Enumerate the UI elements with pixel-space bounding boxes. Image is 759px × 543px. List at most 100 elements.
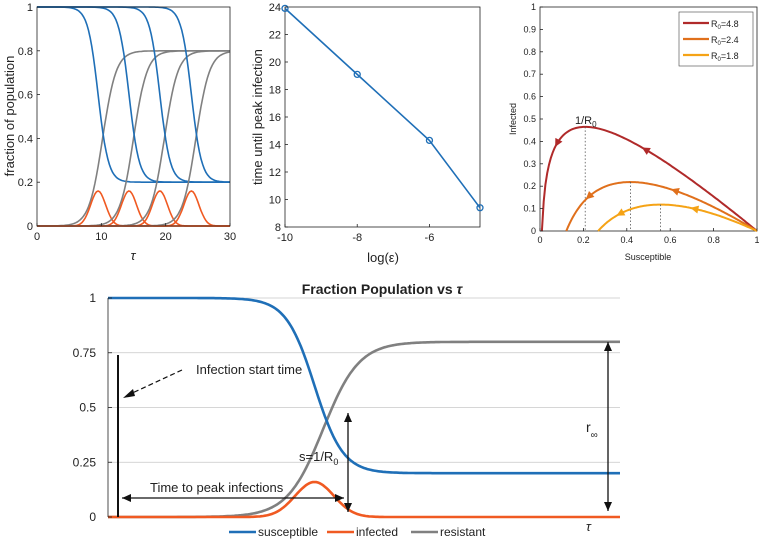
annotation-infection-start: Infection start time	[196, 362, 302, 377]
p2-ylabel: time until peak infection	[250, 49, 265, 185]
p2-xtick-label: -8	[352, 232, 362, 244]
start-time-pointer-head	[123, 389, 135, 398]
p3-ytick-label: 0.4	[523, 136, 536, 146]
p3-ticks: 0 0.2 0.4 0.6 0.8 1 0 0.1 0.2 0.3 0.4 0.5 0.6 0.7 0.8 0…	[523, 2, 759, 245]
p3-arrow-left-1	[585, 191, 595, 200]
p2-data-point-3	[476, 204, 484, 212]
p3-xtick-label: 0.2	[577, 235, 590, 245]
p3-plot	[540, 125, 758, 232]
p1-ticks: 0 10 20 30 0 0.2 0.4 0.6 0.8 1	[18, 2, 236, 243]
p2-plot	[281, 4, 484, 212]
p2-ytick-label: 20	[269, 57, 281, 69]
p2-ytick-label: 10	[269, 195, 281, 207]
threshold-arrow-bottom-head	[344, 503, 352, 512]
p3-ytick-label: 0.3	[523, 159, 536, 169]
panel-phase-plane: 0 0.2 0.4 0.6 0.8 1 0 0.1 0.2 0.3 0.4 0.5 0.6 0.7 0.8 0…	[508, 2, 759, 262]
p1-susceptible-line-3	[37, 6, 230, 183]
p3-ytick-label: 0.7	[523, 69, 536, 79]
r-inf-arrow-bottom-head	[604, 502, 612, 511]
p4-ticks: 0 0.25 0.5 0.75 1	[73, 291, 112, 524]
p1-ytick-label: 0	[27, 221, 33, 233]
legend-label-r0-mid: R0=2.4	[711, 35, 739, 47]
p1-ytick-label: 0.8	[18, 46, 33, 58]
p3-arrow-right-2	[690, 205, 700, 214]
p1-xtick-label: 0	[34, 231, 40, 243]
r-inf-arrow-top-head	[604, 342, 612, 351]
start-time-pointer	[127, 369, 183, 396]
p3-xtick-label: 0.8	[707, 235, 720, 245]
p2-axes-box	[284, 6, 481, 228]
time-to-peak-arrow-right-head	[335, 494, 344, 502]
p3-trajectory-1	[565, 180, 758, 232]
p3-arrow-left-0	[555, 137, 563, 147]
annotation-s-threshold: s=1/R0	[299, 449, 338, 467]
p3-xtick-label: 0.6	[664, 235, 677, 245]
p4-ytick-label: 0.25	[73, 455, 97, 469]
annotation-time-to-peak: Time to peak infections	[150, 480, 284, 495]
p3-ytick-label: 0.6	[523, 92, 536, 102]
p3-arrow-right-0	[641, 147, 651, 155]
p3-ylabel: Infected	[508, 103, 518, 135]
p4-title: Fraction Population vs τ	[302, 281, 464, 297]
p2-data-point-1	[353, 70, 361, 79]
p1-ylabel: fraction of population	[2, 56, 17, 177]
p4-ytick-label: 1	[89, 291, 96, 305]
annotation-r-inf: r∞	[586, 419, 598, 441]
p3-ytick-label: 0.1	[523, 204, 536, 214]
panel-fraction-small: 0 10 20 30 0 0.2 0.4 0.6 0.8 1 τ fraction of popu…	[2, 2, 236, 263]
p3-legend: R0=4.8 R0=2.4 R0=1.8	[678, 11, 754, 67]
p4-curves	[108, 296, 620, 519]
p3-ytick-label: 0.5	[523, 114, 536, 124]
p3-ytick-label: 0.8	[523, 47, 536, 57]
panel-fraction-main: Fraction Population vs τ 0 0.25 0.5 0.75 1 I…	[73, 281, 620, 539]
p2-ytick-label: 24	[269, 2, 281, 14]
p2-ticks: -10 -8 -6 8 10 12 14 16 18 20 22 24	[269, 2, 435, 244]
p4-legend: susceptible infected resistant	[229, 525, 486, 539]
p2-ytick-label: 8	[275, 222, 281, 234]
time-to-peak-arrow-left-head	[122, 494, 131, 502]
legend-label-resistant: resistant	[440, 525, 486, 539]
p1-ytick-label: 0.4	[18, 133, 33, 145]
p1-xtick-label: 30	[224, 231, 236, 243]
p1-xtick-label: 20	[160, 231, 172, 243]
p2-ytick-label: 14	[269, 140, 281, 152]
p2-ytick-label: 12	[269, 167, 281, 179]
p3-ytick-label: 1	[531, 2, 536, 12]
legend-label-r0-high: R0=4.8	[711, 19, 739, 31]
p2-xtick-label: -6	[425, 232, 435, 244]
p3-trajectory-0	[540, 125, 758, 232]
p2-data-point-2	[425, 136, 434, 145]
p4-ytick-label: 0.75	[73, 346, 97, 360]
p4-susceptible-line	[108, 296, 620, 475]
p1-ytick-label: 1	[27, 2, 33, 14]
legend-label-r0-low: R0=1.8	[711, 51, 739, 63]
p4-xlabel: τ	[586, 519, 592, 534]
p2-series-line	[284, 7, 481, 209]
p3-ytick-label: 0.9	[523, 24, 536, 34]
legend-label-infected: infected	[356, 525, 398, 539]
p1-ytick-label: 0.2	[18, 177, 33, 189]
p3-trajectory-2	[597, 203, 758, 232]
p2-ytick-label: 22	[269, 30, 281, 42]
p4-ytick-label: 0	[89, 510, 96, 524]
p3-xlabel: Susceptible	[625, 252, 672, 262]
legend-label-susceptible: susceptible	[258, 525, 318, 539]
p2-xlabel: log(ε)	[367, 250, 399, 265]
panel-peak-time: -10 -8 -6 8 10 12 14 16 18 20 22 24 log(ε) time unt…	[250, 2, 484, 265]
p1-xlabel: τ	[131, 248, 137, 263]
p4-infected-line	[108, 480, 620, 519]
p2-data-point-0	[281, 4, 289, 13]
p4-ytick-label: 0.5	[79, 401, 96, 415]
p1-axes-box	[36, 6, 231, 227]
p3-ytick-label: 0	[531, 226, 536, 236]
p2-ytick-label: 16	[269, 112, 281, 124]
p1-xtick-label: 10	[95, 231, 107, 243]
p3-annotation: 1/R0	[575, 115, 597, 129]
p2-ytick-label: 18	[269, 85, 281, 97]
p3-xtick-label: 0.4	[621, 235, 634, 245]
p3-arrow-left-2	[616, 208, 626, 216]
p3-ytick-label: 0.2	[523, 181, 536, 191]
p3-xtick-label: 0	[537, 235, 542, 245]
p3-arrow-right-1	[670, 188, 680, 196]
p2-xtick-label: -10	[277, 232, 293, 244]
